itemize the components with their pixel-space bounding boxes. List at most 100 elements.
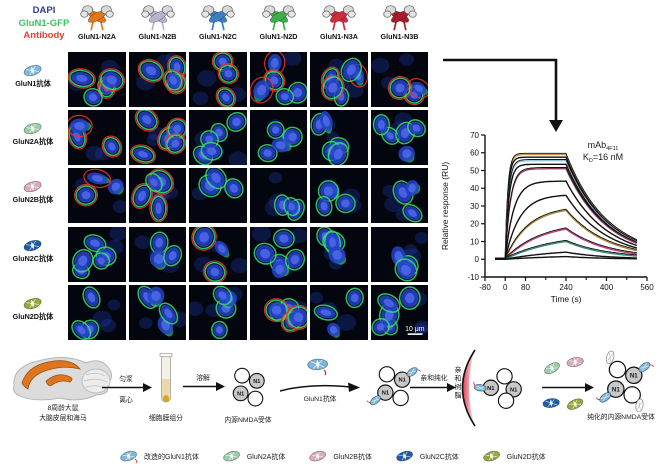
tube-label: 细胞膜组分 [149, 415, 183, 422]
legend-item-glun2d: GluN2D抗体 [481, 449, 546, 464]
micrograph-grid: 10 μm [68, 52, 428, 340]
micrograph-cell [310, 226, 368, 282]
micrograph-cell: 10 μm [370, 284, 428, 340]
column-label: GluN1-N3A [320, 32, 358, 41]
micrograph-cell [128, 110, 186, 166]
endogenous-receptor-label: 内源NMDA受体 [224, 417, 272, 424]
receptor-icon [200, 4, 236, 31]
column-header-glun1-n3a: GluN1-N3A [310, 4, 368, 41]
stain-gfp-label: GluN1-GFP [18, 17, 70, 29]
micrograph-cell [189, 110, 247, 166]
legend-item-glun2c: GluN2C抗体 [394, 449, 459, 464]
row-label: GluN2C抗体 [12, 254, 54, 263]
legend-item-glun1: 改造的GluN1抗体 [118, 449, 199, 464]
arrow1-bottom-label: 离心 [119, 397, 133, 404]
svg-text:N1: N1 [630, 372, 638, 379]
purified-receptor-diagram: N1 N1 [592, 350, 656, 412]
svg-text:0: 0 [503, 283, 508, 292]
resin-icon [461, 349, 476, 427]
svg-text:-10: -10 [467, 273, 479, 282]
scale-bar-label: 10 μm [405, 326, 425, 333]
column-label: GluN1-N2D [259, 32, 298, 41]
antibody-bound-receptor-diagram: N1 N1 [362, 356, 424, 414]
micrograph-cell [310, 284, 368, 340]
micrograph-cell [370, 168, 428, 224]
legend-label: 改造的GluN1抗体 [144, 453, 199, 461]
receptor-icon [79, 4, 115, 31]
tube-icon [159, 353, 173, 403]
micrograph-cell [68, 110, 126, 166]
micrograph-cell [68, 52, 126, 107]
micrograph-cell [370, 52, 428, 107]
svg-text:N1: N1 [510, 387, 518, 393]
arrow-icon [542, 383, 594, 392]
svg-text:400: 400 [600, 283, 614, 292]
receptor-icon [321, 4, 357, 31]
micrograph-cell [370, 226, 428, 282]
micrograph-cell [128, 52, 186, 107]
glun2d-antibody-icon [563, 395, 588, 413]
resin-label: 亲和树脂 [454, 366, 461, 400]
antibody-icon [394, 449, 416, 464]
antibody-icon [307, 449, 329, 464]
row-label: GluN2A抗体 [12, 137, 54, 146]
micrograph-cell [310, 168, 368, 224]
micrograph-cell [128, 168, 186, 224]
svg-text:80: 80 [521, 283, 530, 292]
micrograph-cell [249, 226, 307, 282]
column-header-glun1-n3b: GluN1-N3B [371, 4, 429, 41]
column-label: GluN1-N2C [199, 32, 237, 41]
antibody-icon [21, 296, 45, 312]
column-header-glun1-n2d: GluN1-N2D [250, 4, 308, 41]
source-label: 8周龄大鼠 大脑皮层和海马 [39, 405, 87, 422]
brain-icon [13, 357, 112, 401]
svg-text:60: 60 [470, 149, 479, 158]
svg-text:560: 560 [640, 283, 654, 292]
svg-text:mAb4F11: mAb4F11 [588, 140, 619, 152]
arrow-icon [410, 383, 456, 392]
column-label: GluN1-N2B [138, 32, 177, 41]
micrograph-cell [128, 284, 186, 340]
micrograph-cell [68, 226, 126, 282]
svg-text:KD=16 nM: KD=16 nM [583, 152, 623, 164]
micrograph-cell [249, 284, 307, 340]
svg-text:-80: -80 [479, 283, 491, 292]
row-label: GluN2B抗体 [12, 195, 54, 204]
antibody-icon [21, 238, 45, 254]
svg-text:70: 70 [470, 131, 479, 140]
sensorgram-chart: -10 0 10 20 30 40 50 60 70 -80 0 80 240 400 560 Time (s… [435, 105, 660, 305]
arrow-to-chart-icon [443, 58, 563, 132]
row-header-glun2c-antibody: GluN2C抗体 [2, 238, 64, 264]
micrograph-cell [189, 168, 247, 224]
receptor-icon [261, 4, 297, 31]
micrograph-cell [189, 226, 247, 282]
glun2c-antibody-icon [539, 394, 564, 413]
svg-text:N1: N1 [399, 378, 407, 384]
row-header-glun1-antibody: GluN1抗体 [2, 63, 64, 89]
svg-text:Relative response (RU): Relative response (RU) [440, 162, 450, 251]
glun2b-antibody-icon [563, 353, 588, 371]
column-header-glun1-n2c: GluN1-N2C [189, 4, 247, 41]
micrograph-cell [68, 168, 126, 224]
svg-text:240: 240 [559, 283, 573, 292]
svg-text:0: 0 [475, 255, 480, 264]
glun1-antibody-icon [303, 353, 333, 377]
stain-legend: DAPI GluN1-GFP Antibody [4, 5, 84, 43]
legend-label: GluN2D抗体 [506, 453, 546, 461]
micrograph-cell [249, 52, 307, 107]
arrow-icon [280, 382, 360, 392]
glun2a-antibody-icon [540, 359, 566, 378]
row-header-glun2d-antibody: GluN2D抗体 [2, 296, 64, 322]
svg-text:N1: N1 [612, 386, 620, 393]
micrograph-cell [370, 110, 428, 166]
micrograph-cell [249, 110, 307, 166]
antibody-icon [21, 179, 45, 195]
antibody-icon [21, 121, 45, 137]
svg-text:N1: N1 [382, 391, 390, 397]
micrograph-cell [189, 52, 247, 107]
antibody-icon [118, 449, 140, 464]
legend-label: GluN2B抗体 [333, 453, 372, 461]
legend-item-glun2a: GluN2A抗体 [221, 449, 285, 464]
row-label: GluN2D抗体 [12, 312, 54, 321]
